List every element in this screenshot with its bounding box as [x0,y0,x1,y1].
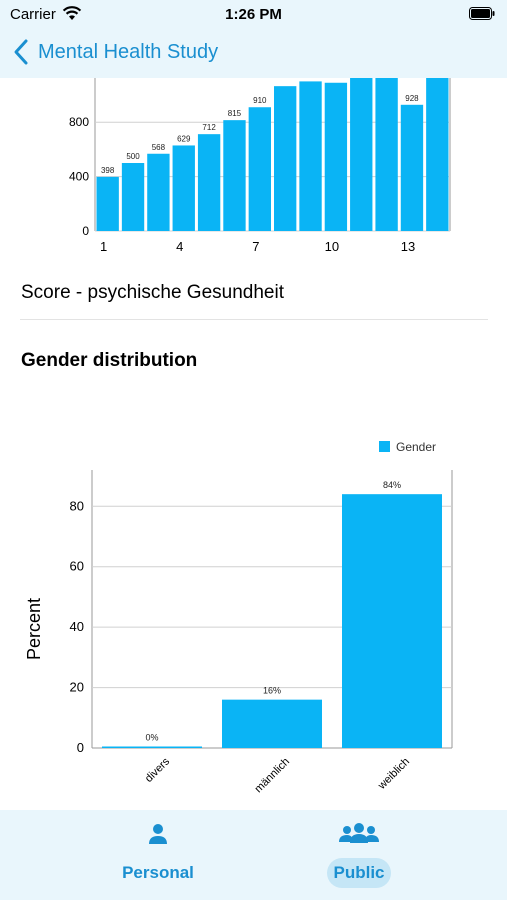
gender-section-heading: Gender distribution [21,350,198,371]
back-button[interactable]: Mental Health Study [12,38,218,66]
score-bar [426,78,449,231]
gender-bar [342,494,442,748]
score-bar [299,81,322,232]
status-bar: Carrier 1:26 PM [0,0,507,30]
score-x-tick-label: 1 [100,239,107,254]
score-x-tick-label: 10 [325,239,339,254]
gender-bar-data-label: 16% [263,686,281,696]
gender-bar [222,699,322,748]
legend-label: Gender [396,440,436,454]
score-bar-data-label: 712 [202,123,216,132]
navigation-bar: Mental Health Study [0,30,507,78]
gender-y-tick-label: 60 [70,559,84,574]
gender-x-tick-label: weiblich [375,756,412,793]
chevron-left-icon [14,39,28,65]
score-bar-data-label: 629 [177,134,191,143]
score-bar [375,78,398,231]
gender-y-tick-label: 40 [70,619,84,634]
score-bar [197,134,221,231]
score-bar [147,153,170,231]
score-y-tick-label: 800 [69,115,89,129]
tab-bar: Personal Public [0,810,507,900]
gender-bar-data-label: 84% [383,480,401,490]
person-icon [149,824,167,844]
battery-icon [469,7,495,20]
legend-swatch [379,441,390,452]
score-y-tick-label: 400 [69,170,89,184]
score-x-tick-label: 13 [401,239,415,254]
gender-x-tick-label: divers [143,755,173,785]
score-bar [400,104,424,231]
people-group-icon [339,823,379,843]
gender-bar-chart: Gender 0 20 40 60 80 0% divers 16% männlich 84% wei… [24,440,453,796]
score-bar [350,78,373,231]
tab-personal[interactable]: Personal [98,822,218,888]
score-bar-data-label: 500 [126,152,140,161]
gender-y-tick-label: 0 [77,740,84,755]
tab-public[interactable]: Public [299,822,419,888]
score-x-tick-label: 7 [252,239,259,254]
scroll-content[interactable]: 04008003985005686297128159109281471013Co… [0,78,507,810]
score-bar [324,82,348,231]
score-bar-data-label: 928 [405,94,419,103]
score-bar-data-label: 910 [253,96,267,105]
score-bar [274,86,297,231]
gender-x-tick-label: männlich [253,756,293,796]
tab-public-label: Public [327,858,391,888]
separator [20,319,488,320]
status-time: 1:26 PM [225,6,282,23]
score-bar [96,176,119,231]
gender-y-tick-label: 80 [70,498,84,513]
gender-bar-data-label: 0% [145,733,158,743]
gender-bar [102,746,202,748]
score-bar [248,107,271,231]
score-bar-data-label: 568 [152,143,166,152]
score-x-tick-label: 4 [176,239,183,254]
score-bar-data-label: 815 [228,109,242,118]
carrier-label: Carrier [10,6,56,23]
score-bar [121,163,145,231]
back-title: Mental Health Study [38,40,219,63]
score-section-title: Score - psychische Gesundheit [21,282,284,303]
tab-personal-label: Personal [122,863,194,882]
score-bar-data-label: 398 [101,166,115,175]
score-bar-chart: 04008003985005686297128159109281471013Co… [69,78,451,254]
score-y-tick-label: 0 [82,224,89,238]
wifi-icon [62,6,82,20]
gender-y-tick-label: 20 [70,680,84,695]
gender-y-axis-label: Percent [24,598,44,660]
score-bar [172,145,195,231]
score-bar [223,120,246,231]
